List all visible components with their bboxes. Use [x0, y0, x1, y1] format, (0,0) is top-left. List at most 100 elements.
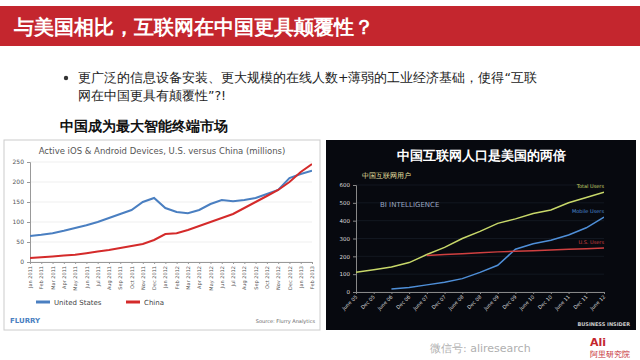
bullet-text: 网在中国更具有颠覆性”?!	[78, 88, 226, 103]
source: Source: Flurry Analytics	[256, 318, 316, 325]
y-axis: 050100150200250	[13, 158, 31, 265]
x-tick-mark	[120, 262, 121, 264]
x-tick-label: Dec 08	[466, 294, 483, 311]
y-tick-label: 50	[16, 238, 24, 245]
x-tick-label: Mar 2011	[50, 266, 56, 290]
x-tick-mark	[356, 292, 357, 294]
x-tick-label: Dec 11	[572, 294, 589, 311]
x-axis-line	[357, 293, 605, 295]
y-tick-label: 0	[347, 289, 351, 295]
y-tick: 600	[340, 182, 357, 188]
x-tick-mark	[233, 262, 234, 264]
grid-line	[30, 202, 312, 203]
y-tick-mark	[353, 274, 356, 275]
x-tick-label: June 12	[588, 294, 606, 312]
y-tick-label: 100	[340, 271, 351, 277]
grid-line	[356, 238, 604, 239]
grid-line	[356, 256, 604, 257]
grid-line	[30, 162, 312, 163]
x-tick: June 10	[517, 292, 535, 312]
y-tick: 300	[340, 236, 357, 242]
grid-line	[30, 222, 312, 223]
x-tick: Mar 2011	[50, 262, 56, 290]
x-tick-label: Jan 2012	[162, 266, 168, 289]
x-tick-mark	[98, 262, 99, 264]
x-tick-mark	[143, 262, 144, 264]
y-tick-mark	[353, 256, 356, 257]
y-tick-mark	[353, 221, 356, 222]
y-axis-line	[27, 163, 31, 263]
annotation: BUSINESS INSIDER	[577, 321, 630, 327]
grid-line	[356, 274, 604, 275]
x-tick-label: Feb 2012	[174, 266, 180, 289]
x-tick-label: Sep 2012	[253, 266, 260, 290]
x-tick-mark	[53, 262, 54, 264]
x-tick-label: Jun 2012	[219, 266, 225, 289]
x-tick: Apr 2011	[61, 262, 68, 289]
x-tick-mark	[374, 292, 375, 294]
y-tick-label: 200	[13, 178, 25, 185]
series-line	[356, 192, 604, 272]
x-tick-label: Jan 2013	[298, 266, 304, 289]
series-line	[391, 217, 604, 289]
x-tick: Jun 2011	[84, 262, 90, 289]
x-tick-mark	[427, 292, 428, 294]
grid	[30, 162, 312, 262]
x-tick: June 08	[446, 292, 464, 312]
annotation: BI INTELLIGENCE	[380, 201, 439, 209]
chart-title: 中国互联网人口是美国的两倍	[397, 148, 566, 163]
legend-key	[36, 301, 50, 304]
x-tick: Feb 2012	[174, 262, 180, 289]
x-tick-mark	[222, 262, 223, 264]
x-tick: June 07	[411, 292, 429, 312]
grid-line	[30, 182, 312, 183]
x-tick: Dec 10	[536, 292, 553, 310]
x-tick-label: Dec 05	[359, 294, 376, 311]
x-tick-mark	[409, 292, 410, 294]
y-tick-label: 200	[340, 254, 351, 260]
x-tick-label: Sep 2011	[117, 266, 124, 290]
x-tick-mark	[154, 262, 155, 264]
x-tick-label: June 06	[375, 294, 393, 312]
x-tick-mark	[278, 262, 279, 264]
x-tick-mark	[533, 292, 534, 294]
x-tick-label: June 10	[517, 294, 535, 312]
x-tick-label: Feb 2013	[309, 266, 315, 289]
y-tick-mark	[27, 262, 30, 263]
y-tick-label: 600	[340, 182, 351, 188]
chart-heading: 中国成为最大智能终端市场	[60, 118, 228, 134]
x-tick: Aug 2011	[106, 262, 113, 290]
y-tick: 100	[13, 218, 30, 225]
legend-key	[126, 301, 140, 304]
x-tick: Jul 2012	[230, 262, 236, 287]
x-axis-line	[31, 263, 313, 265]
x-tick: Dec 05	[359, 292, 376, 310]
x-tick: Dec 2012	[287, 262, 293, 290]
x-tick-mark	[301, 262, 302, 264]
x-tick: Nov 2012	[275, 262, 281, 290]
chart-frame	[326, 140, 636, 330]
x-tick: Mar 2012	[185, 262, 191, 290]
y-tick: 50	[16, 238, 30, 245]
plot-area	[356, 192, 604, 289]
x-tick: Jan 2011	[27, 262, 33, 289]
x-tick-mark	[267, 262, 268, 264]
x-tick-label: Dec 07	[430, 294, 447, 311]
x-tick: June 09	[482, 292, 500, 312]
x-tick-mark	[256, 262, 257, 264]
logo: 阿里研究院	[590, 350, 630, 359]
grid	[356, 185, 604, 292]
x-tick-mark	[551, 292, 552, 294]
y-tick-mark	[353, 185, 356, 186]
x-tick-label: May 2011	[72, 266, 79, 291]
x-tick: Aug 2012	[241, 262, 248, 290]
slide-title: 与美国相比，互联网在中国更具颠覆性？	[13, 15, 374, 39]
x-tick-label: Dec 09	[501, 294, 518, 311]
x-tick-label: June 09	[482, 294, 500, 312]
y-tick: 200	[13, 178, 30, 185]
x-tick-mark	[64, 262, 65, 264]
x-tick-mark	[210, 262, 211, 264]
x-tick-mark	[312, 262, 313, 264]
series-line	[30, 164, 312, 258]
x-tick-label: Mar 2012	[185, 266, 191, 290]
